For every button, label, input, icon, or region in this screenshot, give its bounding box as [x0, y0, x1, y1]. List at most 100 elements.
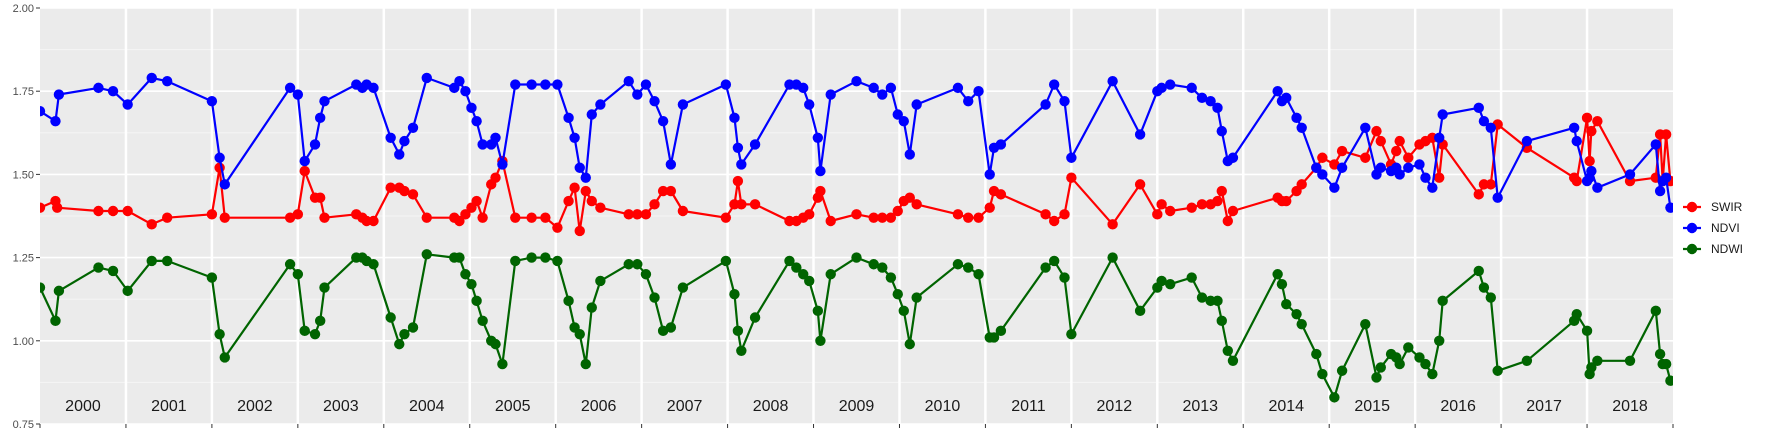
year-label: 2002 [237, 398, 273, 415]
data-point-ndvi [657, 115, 669, 127]
data-point-swir [1391, 145, 1402, 157]
data-point-swir [892, 205, 903, 217]
year-label: 2007 [667, 398, 703, 415]
data-point-ndwi [1216, 315, 1227, 327]
data-point-swir [640, 209, 652, 220]
data-point-ndvi [1624, 169, 1636, 180]
data-point-ndvi [885, 82, 897, 94]
data-point-ndvi [214, 152, 225, 163]
data-point-ndvi [1375, 162, 1386, 173]
data-point-ndvi [851, 76, 862, 87]
data-point-swir [1592, 115, 1603, 127]
data-point-ndwi [1521, 355, 1533, 366]
data-point-ndwi [1660, 358, 1672, 370]
data-point-ndwi [540, 252, 551, 263]
data-point-swir [984, 202, 995, 213]
data-point-swir [963, 212, 974, 223]
data-point-ndvi [421, 72, 432, 84]
data-point-swir [1196, 199, 1208, 210]
data-point-ndvi [399, 135, 410, 147]
data-point-ndwi [563, 295, 574, 307]
data-point-ndwi [1107, 252, 1118, 263]
data-point-swir [995, 189, 1007, 200]
data-point-ndvi [1205, 95, 1216, 107]
data-point-swir [973, 212, 984, 223]
data-point-swir [1186, 202, 1197, 213]
data-point-swir [368, 215, 379, 227]
data-point-ndvi [1336, 162, 1348, 173]
year-label: 2011 [1011, 398, 1046, 415]
data-point-ndwi [1134, 305, 1146, 317]
data-point-ndvi [574, 162, 585, 173]
data-point-ndwi [892, 289, 903, 300]
data-point-ndwi [1317, 368, 1328, 380]
data-point-ndwi [1427, 368, 1438, 380]
data-point-ndwi [586, 302, 597, 313]
data-point-swir [885, 212, 897, 223]
data-point-ndwi [1586, 362, 1597, 373]
x-axis: 2000 2001 2002 2003 2004 2005 2006 2007 2008 2009… [39, 398, 1674, 428]
data-point-ndvi [1216, 125, 1227, 137]
year-label: 2016 [1440, 398, 1476, 415]
data-point-swir [623, 209, 634, 220]
year-label: 2017 [1526, 398, 1562, 415]
data-point-ndwi [93, 262, 104, 273]
data-point-ndwi [798, 269, 809, 280]
data-point-swir [122, 205, 133, 217]
data-point-ndvi [623, 76, 634, 87]
data-point-ndvi [877, 89, 888, 100]
data-point-ndvi [1156, 82, 1167, 94]
data-point-ndwi [677, 282, 689, 293]
data-point-ndvi [1437, 109, 1448, 120]
data-point-ndwi [1437, 295, 1448, 307]
data-point-swir [1156, 199, 1167, 210]
data-point-ndvi [1066, 152, 1077, 163]
data-point-swir [1066, 172, 1077, 183]
data-point-ndvi [569, 132, 580, 143]
data-point-ndvi [1360, 122, 1371, 134]
data-point-swir [1403, 152, 1414, 163]
year-label: 2009 [839, 398, 875, 415]
data-point-swir [510, 212, 521, 223]
data-point-ndvi [1521, 135, 1533, 147]
data-point-ndvi [219, 179, 230, 190]
data-point-swir [1371, 125, 1382, 137]
data-point-ndvi [995, 139, 1007, 150]
data-point-swir [490, 172, 501, 183]
data-point-swir [385, 182, 396, 193]
data-point-ndwi [53, 285, 65, 297]
data-point-ndvi [466, 102, 477, 114]
data-point-ndwi [1156, 275, 1167, 287]
data-point-ndvi [1568, 122, 1580, 134]
data-point-ndwi [1485, 292, 1496, 303]
data-point-swir [595, 202, 606, 213]
data-point-ndwi [1066, 328, 1077, 340]
data-point-swir [1296, 179, 1307, 190]
data-point-swir [526, 212, 537, 223]
data-point-ndwi [791, 262, 802, 273]
data-point-ndwi [1040, 262, 1051, 273]
data-point-ndwi [911, 292, 922, 303]
data-point-ndvi [460, 86, 471, 97]
y-tick-label: 0.75 [13, 419, 34, 431]
data-point-swir [804, 209, 815, 220]
data-point-ndwi [490, 338, 501, 350]
data-point-swir [868, 212, 879, 223]
data-point-ndvi [1196, 92, 1208, 104]
data-point-ndvi [1660, 172, 1672, 183]
data-point-ndvi [1281, 92, 1292, 104]
data-point-swir [552, 222, 563, 233]
data-point-ndvi [368, 82, 379, 94]
data-point-ndvi [963, 95, 974, 107]
data-point-ndvi [284, 82, 296, 94]
data-point-ndvi [497, 159, 508, 170]
data-point-ndwi [40, 282, 46, 293]
data-point-ndvi [1478, 115, 1490, 127]
data-point-ndwi [640, 269, 652, 280]
data-point-swir [1134, 179, 1146, 190]
data-point-ndvi [490, 132, 501, 143]
data-point-ndwi [1420, 358, 1431, 370]
data-point-swir [1222, 215, 1233, 227]
data-point-ndwi [877, 262, 888, 273]
